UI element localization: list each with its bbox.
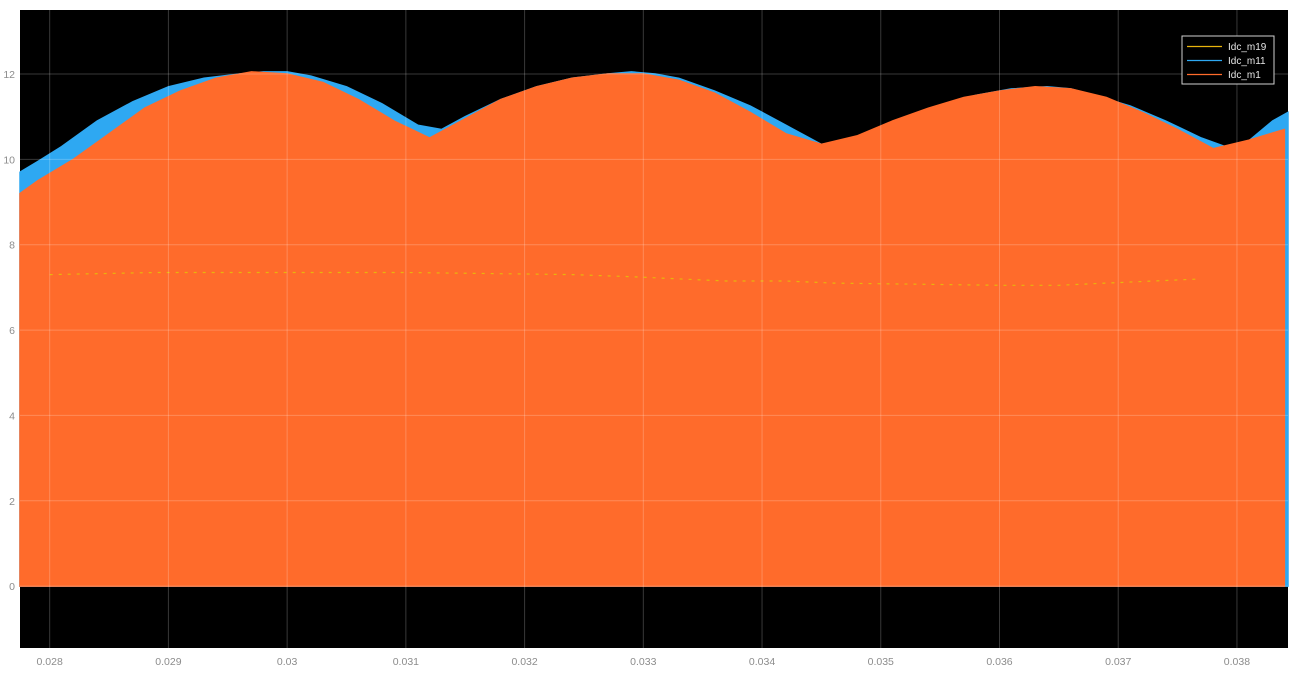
- x-tick-label: 0.031: [393, 656, 419, 668]
- x-tick-label: 0.03: [277, 656, 298, 668]
- series-idc-m1: [19, 71, 1286, 587]
- legend-label-idc-m1: Idc_m1: [1228, 70, 1261, 81]
- x-tick-label: 0.028: [37, 656, 63, 668]
- y-tick-label: 8: [9, 240, 15, 252]
- x-tick-label: 0.029: [155, 656, 181, 668]
- y-tick-label: 2: [9, 496, 15, 508]
- legend-label-idc-m19: Idc_m19: [1228, 42, 1267, 53]
- x-tick-label: 0.032: [511, 656, 537, 668]
- series-layer: [19, 71, 1289, 587]
- x-tick-labels: 0.028 0.029 0.03 0.031 0.032 0.033 0.034 0.035 0…: [37, 656, 1251, 668]
- y-tick-label: 0: [9, 581, 15, 593]
- legend[interactable]: Idc_m19 Idc_m11 Idc_m1: [1181, 35, 1275, 85]
- y-tick-label: 4: [9, 410, 15, 422]
- x-tick-label: 0.033: [630, 656, 656, 668]
- grid: [20, 10, 1288, 648]
- x-tick-label: 0.035: [868, 656, 894, 668]
- x-tick-label: 0.037: [1105, 656, 1131, 668]
- series-idc-m19: [49, 271, 1202, 286]
- y-tick-labels: 0 2 4 6 8 10 12: [3, 69, 15, 593]
- y-tick-label: 12: [3, 69, 15, 81]
- y-tick-label: 10: [3, 154, 15, 166]
- legend-label-idc-m11: Idc_m11: [1228, 56, 1266, 67]
- x-tick-label: 0.036: [986, 656, 1012, 668]
- y-tick-label: 6: [9, 325, 15, 337]
- x-tick-label: 0.038: [1224, 656, 1250, 668]
- x-tick-label: 0.034: [749, 656, 775, 668]
